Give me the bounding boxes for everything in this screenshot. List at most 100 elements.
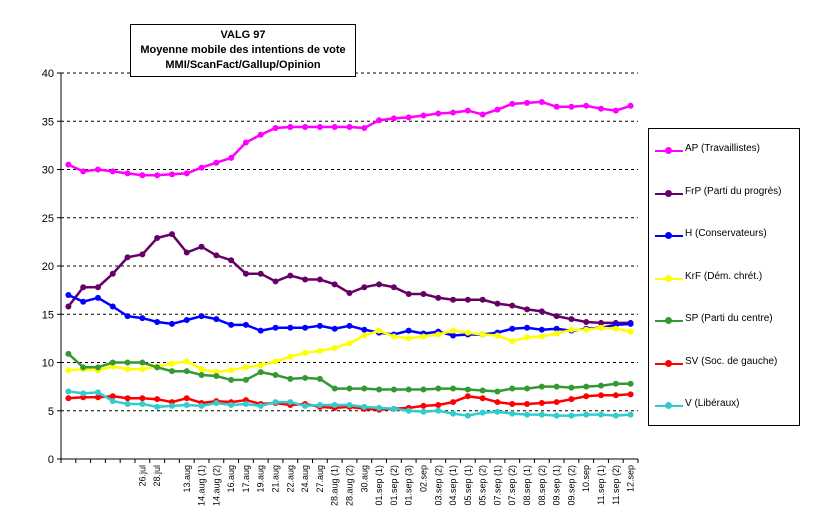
data-point <box>168 402 175 409</box>
data-point <box>139 172 146 179</box>
data-point <box>65 388 72 395</box>
x-tick-label: 28.aug (1) <box>330 465 340 506</box>
x-tick-label: 05.sep (2) <box>478 465 488 506</box>
data-point <box>598 382 605 389</box>
data-point <box>287 353 294 360</box>
data-point <box>346 340 353 347</box>
data-point <box>272 125 279 132</box>
data-point <box>494 106 501 113</box>
data-point <box>302 374 309 381</box>
data-point <box>435 294 442 301</box>
data-point <box>361 332 368 339</box>
data-point <box>346 385 353 392</box>
data-point <box>287 324 294 331</box>
data-point <box>524 334 531 341</box>
data-point <box>139 400 146 407</box>
data-point <box>479 395 486 402</box>
x-tick-label: 26.jul <box>137 465 147 487</box>
data-point <box>450 327 457 334</box>
series-6 <box>65 388 634 419</box>
data-point <box>287 272 294 279</box>
data-point <box>109 270 116 277</box>
y-tick-label: 25 <box>42 213 54 225</box>
legend-label: H (Conservateurs) <box>685 228 767 239</box>
data-point <box>331 281 338 288</box>
data-point <box>154 396 161 403</box>
data-point <box>228 154 235 161</box>
data-point <box>287 399 294 406</box>
legend-label: KrF (Dém. chrét.) <box>685 270 763 282</box>
data-point <box>538 326 545 333</box>
data-point <box>553 325 560 332</box>
x-tick-label: 09.sep (2) <box>566 465 576 506</box>
data-point <box>479 111 486 118</box>
data-point <box>302 276 309 283</box>
data-point <box>361 385 368 392</box>
data-point <box>316 347 323 354</box>
data-point <box>361 403 368 410</box>
data-point <box>405 327 412 334</box>
data-point <box>553 383 560 390</box>
data-point <box>183 170 190 177</box>
data-point <box>524 306 531 313</box>
data-point <box>316 276 323 283</box>
data-point <box>346 124 353 131</box>
x-tick-label: 17.aug <box>241 465 251 493</box>
data-point <box>124 170 131 177</box>
data-point <box>198 243 205 250</box>
y-tick-label: 20 <box>42 261 54 273</box>
data-point <box>435 331 442 338</box>
data-point <box>420 386 427 393</box>
x-tick-label: 28.jul <box>152 465 162 487</box>
data-point <box>524 324 531 331</box>
data-point <box>627 380 634 387</box>
data-point <box>538 400 545 407</box>
data-point <box>361 284 368 291</box>
data-point <box>450 385 457 392</box>
data-point <box>361 125 368 132</box>
y-tick-label: 30 <box>42 165 54 177</box>
data-point <box>538 308 545 315</box>
data-point <box>183 401 190 408</box>
x-tick-label: 24.aug <box>300 465 310 493</box>
data-point <box>124 254 131 261</box>
data-point <box>568 384 575 391</box>
data-point <box>124 400 131 407</box>
data-point <box>612 412 619 419</box>
series-1 <box>65 231 634 326</box>
series-4 <box>65 350 634 395</box>
data-point <box>228 321 235 328</box>
data-point <box>257 270 264 277</box>
data-point <box>612 325 619 332</box>
data-point <box>524 400 531 407</box>
data-point <box>316 401 323 408</box>
data-point <box>450 399 457 406</box>
data-point <box>109 398 116 405</box>
x-tick-label: 08.sep (2) <box>537 465 547 506</box>
legend-marker <box>665 359 672 367</box>
data-point <box>331 124 338 131</box>
series-line <box>67 232 631 325</box>
data-point <box>94 284 101 291</box>
data-point <box>376 117 383 124</box>
x-tick-label: 21.aug <box>271 465 281 493</box>
x-tick-label: 05.sep (1) <box>463 465 473 506</box>
data-point <box>242 270 249 277</box>
data-point <box>494 408 501 415</box>
data-point <box>154 364 161 371</box>
data-point <box>494 388 501 395</box>
data-point <box>376 386 383 393</box>
data-point <box>598 411 605 418</box>
x-tick-label: 30.aug <box>359 465 369 493</box>
data-point <box>65 367 72 374</box>
data-point <box>553 103 560 110</box>
x-tick-label: 02.sep <box>418 465 428 492</box>
data-point <box>390 115 397 122</box>
data-point <box>420 333 427 340</box>
y-tick-label: 35 <box>42 116 54 128</box>
chart-title-line-1: VALG 97 <box>220 29 266 41</box>
data-point <box>435 401 442 408</box>
series-lines <box>65 98 634 419</box>
series-line <box>67 293 631 337</box>
data-point <box>553 412 560 419</box>
